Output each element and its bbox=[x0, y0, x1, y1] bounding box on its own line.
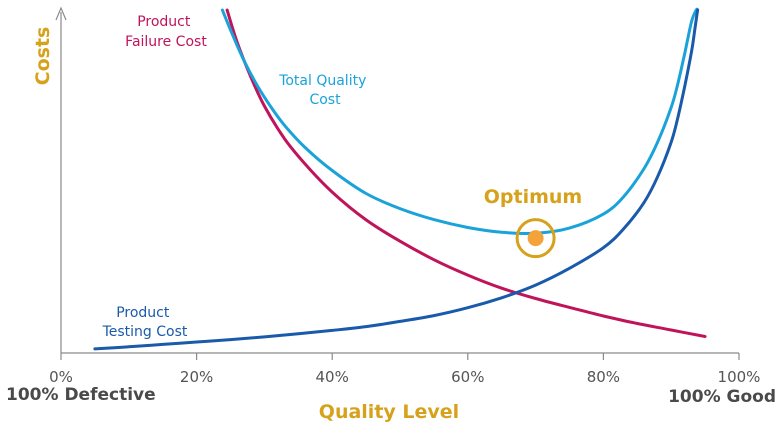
optimum-label: Optimum bbox=[484, 186, 582, 208]
x-tick-label-40: 40% bbox=[316, 368, 349, 386]
testing-cost-label: Product Testing Cost bbox=[102, 305, 188, 340]
y-axis-arrow bbox=[55, 6, 67, 21]
x-start-label: 100% Defective bbox=[6, 385, 156, 405]
total-quality-cost-label-line-1: Total Quality bbox=[278, 73, 366, 89]
y-axis-title: Costs bbox=[32, 27, 54, 86]
total-quality-cost-label: Total Quality Cost bbox=[278, 73, 371, 108]
failure-cost-curve bbox=[225, 8, 707, 338]
failure-cost-label-line-1: Product bbox=[137, 14, 191, 30]
total-quality-cost-curve bbox=[220, 7, 700, 236]
total-quality-cost-label-line-2: Cost bbox=[309, 92, 341, 108]
testing-cost-label-line-1: Product bbox=[116, 305, 170, 321]
x-tick-label-60: 60% bbox=[451, 368, 484, 386]
failure-cost-label-line-2: Failure Cost bbox=[125, 34, 207, 50]
x-tick-label-0: 0% bbox=[49, 368, 73, 386]
testing-cost-label-line-2: Testing Cost bbox=[102, 324, 188, 340]
x-tick-label-100: 100% bbox=[718, 368, 761, 386]
optimum-ring bbox=[515, 218, 556, 259]
failure-cost-label: Product Failure Cost bbox=[125, 14, 207, 50]
x-tick-label-80: 80% bbox=[587, 368, 620, 386]
x-end-label: 100% Good bbox=[668, 387, 776, 407]
x-tick-label-20: 20% bbox=[180, 368, 213, 386]
x-axis-title: Quality Level bbox=[319, 401, 459, 423]
optimum-point bbox=[527, 230, 544, 247]
testing-cost-curve bbox=[93, 8, 700, 351]
